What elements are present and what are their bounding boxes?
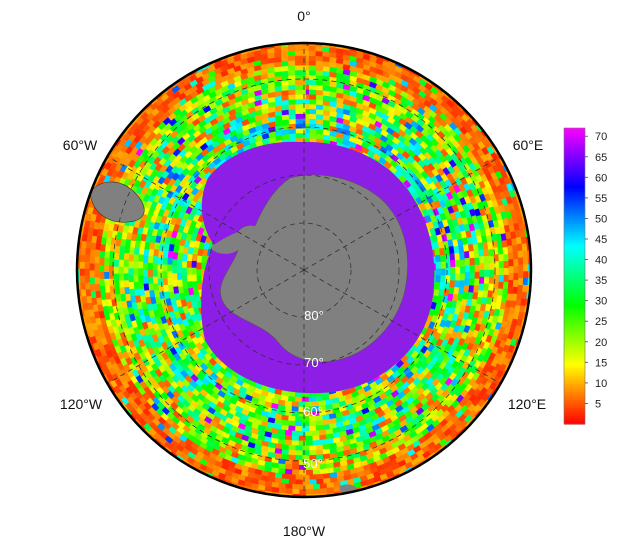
ocean-cell bbox=[190, 272, 197, 282]
colorbar-tick-label: 70 bbox=[595, 131, 607, 143]
colorbar-tick-label: 10 bbox=[595, 378, 607, 390]
ocean-cell bbox=[195, 267, 202, 277]
ocean-cell bbox=[295, 83, 306, 90]
colorbar-ticks: 70 65 60 55 50 45 40 35 30 25 20 15 10 5 bbox=[585, 131, 607, 410]
colorbar-tick-label: 30 bbox=[595, 296, 607, 308]
ocean-cell bbox=[295, 132, 306, 139]
colorbar-tick-label: 25 bbox=[595, 316, 607, 328]
ocean-cell bbox=[295, 113, 306, 119]
colorbar-tick-label: 20 bbox=[595, 337, 607, 349]
colorbar-gradient bbox=[564, 128, 585, 425]
ocean-cell bbox=[295, 88, 306, 95]
ocean-cell bbox=[295, 117, 306, 124]
ocean-cell bbox=[295, 93, 306, 100]
colorbar-tick-label: 5 bbox=[595, 398, 601, 410]
ocean-cell bbox=[295, 127, 306, 134]
colorbar-tick-label: 60 bbox=[595, 172, 607, 184]
colorbar-tick-label: 35 bbox=[595, 275, 607, 287]
colorbar-tick-label: 65 bbox=[595, 152, 607, 164]
colorbar-tick-label: 45 bbox=[595, 234, 607, 246]
colorbar-tick-label: 40 bbox=[595, 255, 607, 267]
ocean-cell bbox=[295, 103, 306, 110]
ocean-cell bbox=[295, 108, 306, 114]
colorbar-tick-label: 55 bbox=[595, 193, 607, 205]
ocean-cell bbox=[295, 137, 306, 144]
ocean-cell bbox=[295, 98, 306, 105]
colorbar-tick-label: 15 bbox=[595, 357, 607, 369]
colorbar-tick-label: 50 bbox=[595, 213, 607, 225]
ocean-cell bbox=[195, 274, 202, 284]
